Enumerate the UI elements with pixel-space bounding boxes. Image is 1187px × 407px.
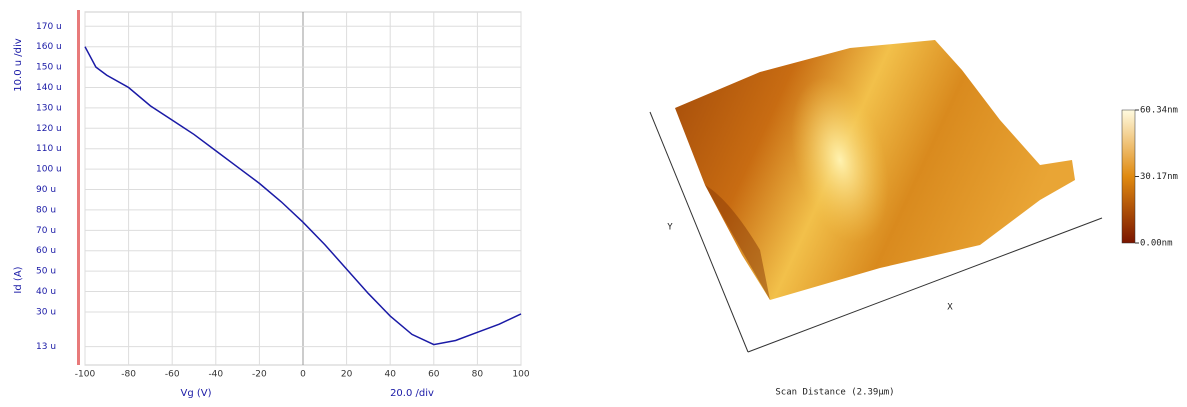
- x-axis-label: X: [947, 303, 953, 313]
- left-bar: [77, 10, 80, 365]
- figure: -100 -80 -60 -40 -20 0 20 40 60 80 100 13 u 30 u 40 u…: [0, 0, 1187, 407]
- y-tick-label: 80 u: [36, 205, 56, 215]
- y-tick-label: 160 u: [36, 42, 62, 52]
- x-tick-label: 80: [472, 370, 484, 380]
- y-tick-label: 50 u: [36, 267, 56, 277]
- x-tick-label: 100: [512, 370, 529, 380]
- colorbar-label: 30.17nm: [1140, 172, 1178, 182]
- y-tick-label: 120 u: [36, 124, 62, 134]
- x-tick-label: 20: [341, 370, 353, 380]
- x-tick-label: 40: [384, 370, 396, 380]
- y-axis-label: Id (A): [13, 266, 24, 293]
- y-tick-label: 130 u: [36, 103, 62, 113]
- x-tick-label: 0: [300, 370, 306, 380]
- y-tick-label: 150 u: [36, 63, 62, 73]
- y-tick-label: 70 u: [36, 226, 56, 236]
- x-axis-label: Vg (V): [180, 388, 211, 399]
- x-tick-label: -100: [75, 370, 96, 380]
- iv-plot: -100 -80 -60 -40 -20 0 20 40 60 80 100 13 u 30 u 40 u…: [13, 12, 530, 399]
- x-tick-label: -80: [121, 370, 136, 380]
- colorbar-label: 60.34nm: [1140, 106, 1178, 116]
- afm-plot: 60.34nm 30.17nm 0.00nm X Y Scan Distance (2.3…: [650, 40, 1178, 398]
- y-tick-label: 13 u: [36, 342, 56, 352]
- y-div-label: 10.0 u /div: [13, 38, 24, 91]
- y-tick-label: 110 u: [36, 144, 62, 154]
- y-tick-label: 60 u: [36, 246, 56, 256]
- page: -100 -80 -60 -40 -20 0 20 40 60 80 100 13 u 30 u 40 u…: [0, 0, 1187, 407]
- x-tick-label: -60: [165, 370, 180, 380]
- scan-distance: Scan Distance (2.39μm): [775, 388, 894, 398]
- y-tick-label: 90 u: [36, 185, 56, 195]
- x-tick-label: -20: [252, 370, 267, 380]
- colorbar-label: 0.00nm: [1140, 239, 1173, 249]
- colorbar: [1122, 110, 1135, 243]
- y-tick-label: 30 u: [36, 307, 56, 317]
- y-tick-label: 40 u: [36, 287, 56, 297]
- x-div-label: 20.0 /div: [390, 388, 434, 399]
- x-tick-label: -40: [208, 370, 223, 380]
- x-tick-label: 60: [428, 370, 440, 380]
- y-tick-label: 100 u: [36, 165, 62, 175]
- y-tick-label: 170 u: [36, 22, 62, 32]
- y-axis-label: Y: [667, 223, 673, 233]
- y-tick-label: 140 u: [36, 83, 62, 93]
